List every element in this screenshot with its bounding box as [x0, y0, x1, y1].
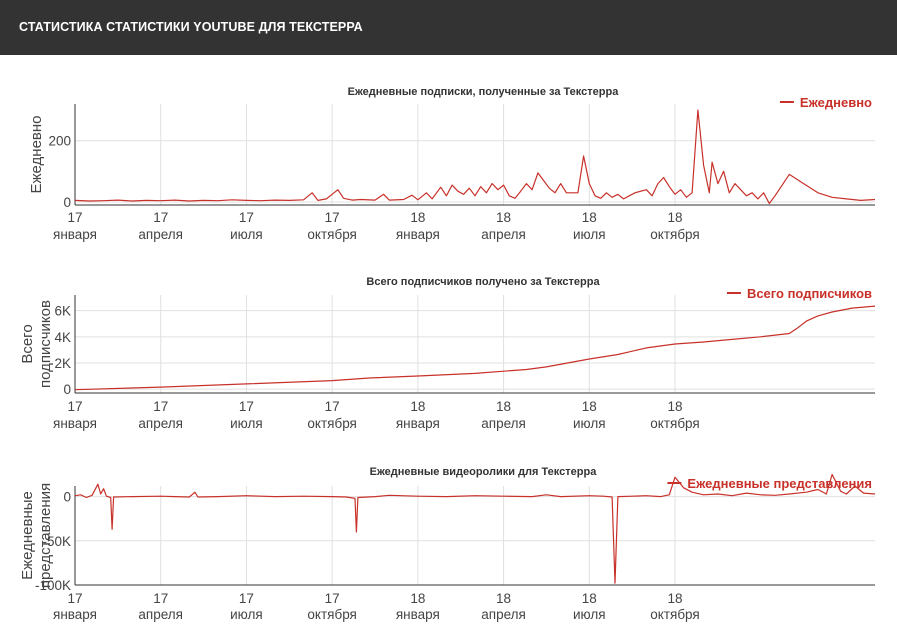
x-tick-label-month: апреля	[138, 416, 183, 431]
x-tick-label-month: января	[53, 607, 97, 622]
x-tick-label-number: 17	[239, 210, 254, 225]
y-axis-label-line: Ежедневно	[28, 115, 45, 193]
x-tick-label-number: 18	[582, 210, 597, 225]
x-tick-label-number: 17	[239, 399, 254, 414]
x-tick-label-month: января	[53, 227, 97, 242]
y-tick-label: -100K	[35, 578, 71, 593]
x-tick-label-month: октября	[650, 607, 699, 622]
x-tick-label-month: октября	[307, 416, 356, 431]
x-tick-label-month: апреля	[138, 227, 183, 242]
y-tick-label: 200	[48, 134, 71, 149]
x-tick-label-number: 18	[496, 591, 511, 606]
x-tick-label-month: октября	[307, 227, 356, 242]
y-axis-label-line: подписчиков	[37, 300, 54, 388]
x-tick-label-month: января	[396, 416, 440, 431]
series-line	[74, 473, 876, 584]
x-tick-label-month: января	[396, 607, 440, 622]
y-tick-label: 0	[63, 195, 71, 210]
x-tick-label-number: 18	[667, 591, 682, 606]
chart-title: Ежедневные подписки, полученные за Текст…	[348, 86, 620, 98]
x-tick-label-month: апреля	[481, 607, 526, 622]
y-tick-label: 2K	[54, 356, 71, 371]
x-tick-label-number: 17	[239, 591, 254, 606]
x-tick-label-number: 17	[153, 210, 168, 225]
x-tick-label-month: января	[396, 227, 440, 242]
x-tick-label-month: апреля	[138, 607, 183, 622]
charts-area: Ежедневные подписки, полученные за Текст…	[19, 86, 876, 622]
x-tick-label-month: апреля	[481, 416, 526, 431]
x-tick-label-number: 18	[582, 591, 597, 606]
series-line	[74, 305, 876, 391]
y-axis-label: Ежедневныепредставления	[19, 483, 54, 588]
x-tick-label-month: апреля	[481, 227, 526, 242]
y-tick-label: 4K	[54, 330, 71, 345]
x-tick-label-month: октября	[650, 227, 699, 242]
legend-label: Ежедневные представления	[687, 476, 872, 491]
x-tick-label-number: 18	[582, 399, 597, 414]
x-tick-label-month: июля	[573, 607, 606, 622]
x-tick-label-number: 17	[325, 591, 340, 606]
x-tick-label-number: 18	[410, 399, 425, 414]
y-tick-label: -50K	[42, 534, 71, 549]
y-tick-label: 0	[63, 382, 71, 397]
x-tick-label-month: июля	[573, 227, 606, 242]
x-tick-label-number: 17	[67, 399, 82, 414]
x-tick-label-month: октября	[650, 416, 699, 431]
x-tick-label-number: 17	[67, 210, 82, 225]
y-axis-label-line: представления	[37, 483, 54, 588]
x-tick-label-month: января	[53, 416, 97, 431]
chart-total-subscribers: Всего подписчиков получено за Текстерра 1…	[19, 276, 876, 431]
x-tick-label-month: октября	[307, 607, 356, 622]
legend-label: Всего подписчиков	[747, 286, 872, 301]
legend-label: Ежедневно	[800, 95, 872, 110]
chart-title: Всего подписчиков получено за Текстерра	[366, 276, 600, 288]
x-tick-label-month: июля	[230, 227, 263, 242]
x-tick-label-number: 17	[325, 399, 340, 414]
x-tick-label-number: 18	[410, 210, 425, 225]
chart-daily-views: Ежедневные видеоролики для Текстерра17ян…	[19, 466, 876, 622]
y-axis-label: Всегоподписчиков	[19, 300, 54, 388]
x-tick-label-number: 18	[410, 591, 425, 606]
x-tick-label-number: 18	[667, 399, 682, 414]
y-tick-label: 6K	[54, 304, 71, 319]
x-tick-label-number: 17	[153, 399, 168, 414]
y-axis-label-line: Всего	[19, 324, 36, 363]
series-line	[74, 109, 876, 205]
x-tick-label-month: июля	[230, 416, 263, 431]
x-tick-label-month: июля	[230, 607, 263, 622]
x-tick-label-month: июля	[573, 416, 606, 431]
y-axis-label-line: Ежедневные	[19, 491, 36, 580]
x-tick-label-number: 18	[496, 210, 511, 225]
page-title: СТАТИСТИКА СТАТИСТИКИ YOUTUBE ДЛЯ ТЕКСТЕ…	[19, 20, 363, 34]
y-axis-label: Ежедневно	[28, 115, 45, 193]
chart-daily-subscriptions: Ежедневные подписки, полученные за Текст…	[28, 86, 876, 242]
x-tick-label-number: 18	[667, 210, 682, 225]
y-tick-label: 0	[63, 490, 71, 505]
header-bar: СТАТИСТИКА СТАТИСТИКИ YOUTUBE ДЛЯ ТЕКСТЕ…	[0, 0, 897, 55]
x-tick-label-number: 17	[325, 210, 340, 225]
chart-title: Ежедневные видеоролики для Текстерра	[370, 466, 598, 478]
x-tick-label-number: 17	[67, 591, 82, 606]
x-tick-label-number: 18	[496, 399, 511, 414]
x-tick-label-number: 17	[153, 591, 168, 606]
